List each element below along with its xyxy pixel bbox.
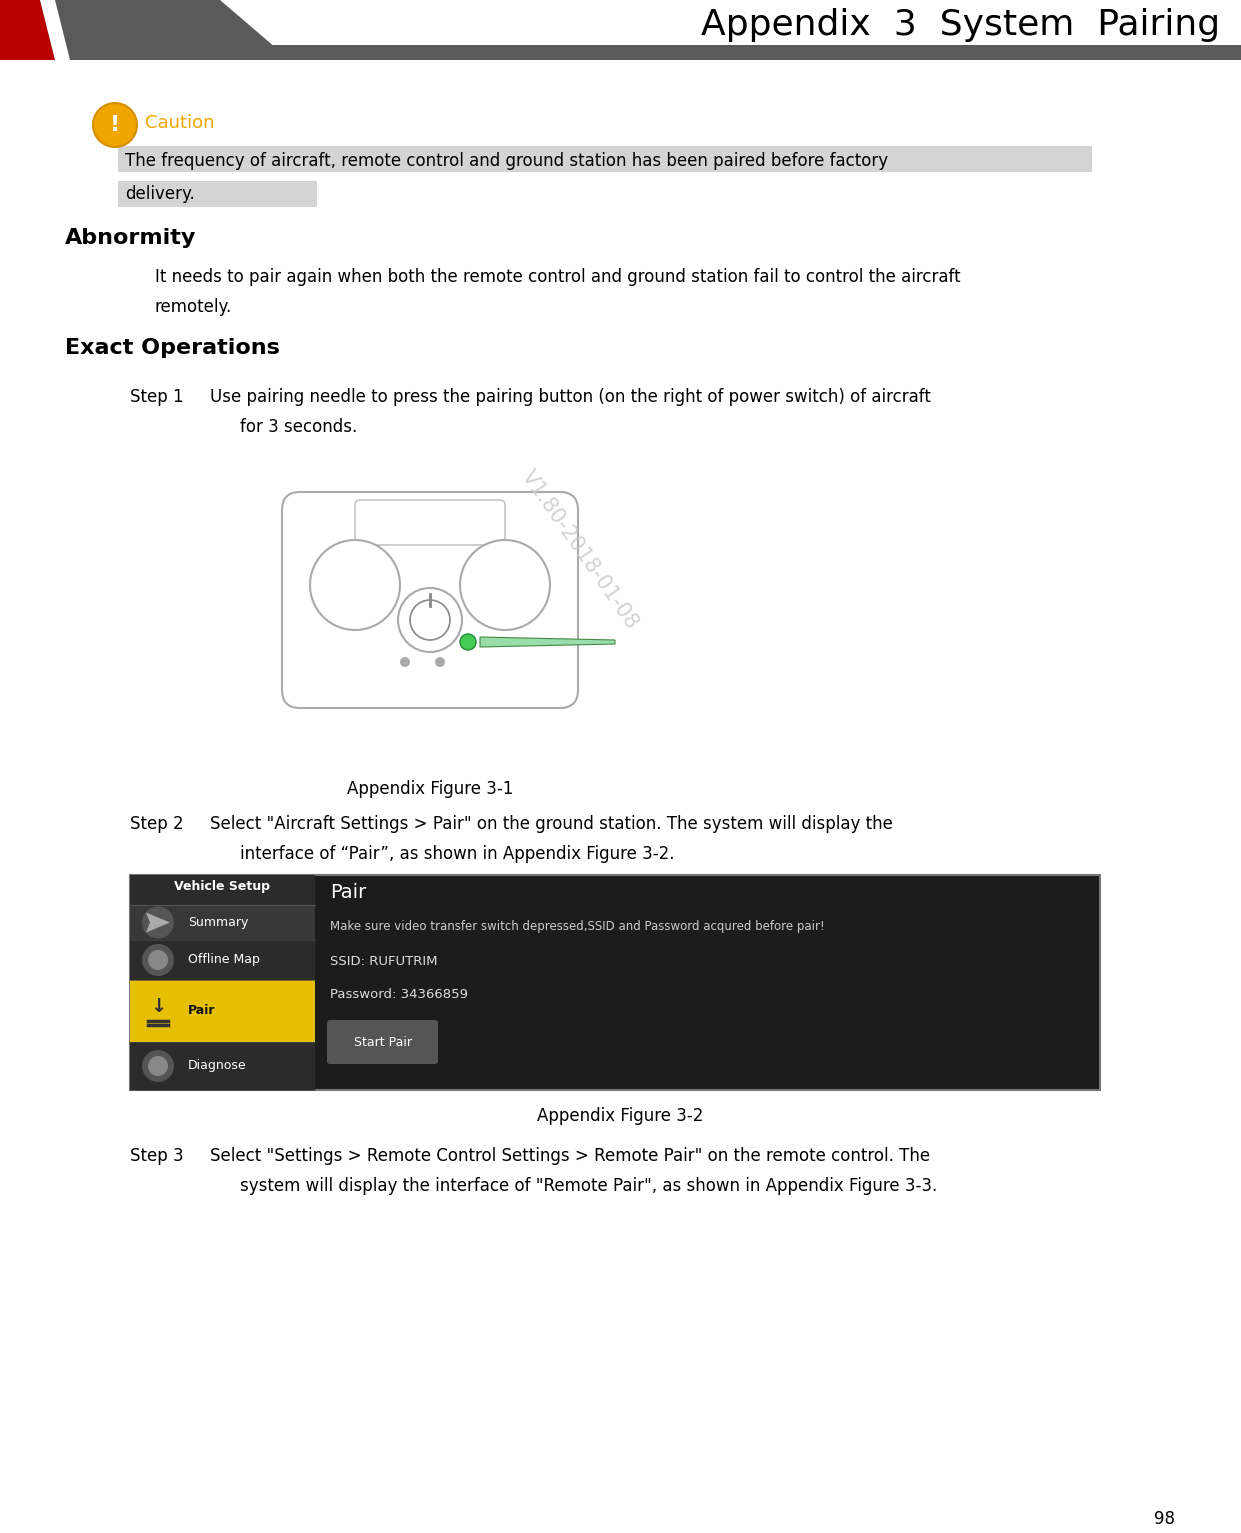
Text: The frequency of aircraft, remote control and ground station has been paired bef: The frequency of aircraft, remote contro… [125,152,889,170]
FancyBboxPatch shape [355,500,505,546]
Text: delivery.: delivery. [125,185,195,202]
Text: Summary: Summary [187,917,248,929]
Text: Appendix Figure 3-2: Appendix Figure 3-2 [537,1107,704,1125]
Text: Select "Settings > Remote Control Settings > Remote Pair" on the remote control.: Select "Settings > Remote Control Settin… [210,1147,930,1165]
Circle shape [460,540,550,630]
Circle shape [141,906,174,938]
Text: Password: 34366859: Password: 34366859 [330,987,468,1001]
Polygon shape [40,0,69,60]
Text: for 3 seconds.: for 3 seconds. [240,419,357,435]
FancyBboxPatch shape [130,940,315,980]
Text: Step 1: Step 1 [130,388,184,406]
FancyBboxPatch shape [130,875,315,1090]
Circle shape [398,589,462,652]
Text: Caution: Caution [145,113,215,132]
FancyBboxPatch shape [130,980,315,1042]
Text: !: ! [110,115,120,135]
Text: Exact Operations: Exact Operations [65,337,280,359]
Circle shape [400,658,410,667]
Text: Appendix Figure 3-1: Appendix Figure 3-1 [346,780,514,799]
Text: Pair: Pair [330,883,366,901]
Circle shape [148,1056,168,1076]
Text: SSID: RUFUTRIM: SSID: RUFUTRIM [330,955,438,967]
Polygon shape [146,912,170,932]
Text: V1.80-2018-01-08: V1.80-2018-01-08 [517,468,643,633]
FancyBboxPatch shape [0,44,1241,60]
Text: ↓: ↓ [150,996,166,1015]
Text: Abnormity: Abnormity [65,228,196,248]
FancyBboxPatch shape [282,492,578,708]
FancyBboxPatch shape [118,181,316,207]
Text: Start Pair: Start Pair [354,1035,412,1049]
FancyBboxPatch shape [130,1042,315,1090]
Text: Offline Map: Offline Map [187,954,259,966]
Text: Step 2: Step 2 [130,816,184,832]
Text: Make sure video transfer switch depressed,SSID and Password acqured before pair!: Make sure video transfer switch depresse… [330,920,824,934]
Polygon shape [0,0,290,60]
FancyBboxPatch shape [118,146,1092,172]
Circle shape [93,103,137,147]
Text: Pair: Pair [187,1004,216,1018]
Text: It needs to pair again when both the remote control and ground station fail to c: It needs to pair again when both the rem… [155,268,961,287]
Text: interface of “Pair”, as shown in Appendix Figure 3-2.: interface of “Pair”, as shown in Appendi… [240,845,675,863]
Circle shape [436,658,446,667]
Text: Diagnose: Diagnose [187,1059,247,1073]
FancyBboxPatch shape [130,904,315,940]
FancyBboxPatch shape [326,1019,438,1064]
Polygon shape [480,638,616,647]
Text: Vehicle Setup: Vehicle Setup [175,880,271,894]
Text: Select "Aircraft Settings > Pair" on the ground station. The system will display: Select "Aircraft Settings > Pair" on the… [210,816,892,832]
Text: 98: 98 [1154,1510,1175,1528]
Text: Appendix  3  System  Pairing: Appendix 3 System Pairing [701,8,1220,41]
Polygon shape [0,0,55,60]
Text: Use pairing needle to press the pairing button (on the right of power switch) of: Use pairing needle to press the pairing … [210,388,931,406]
FancyBboxPatch shape [130,875,1100,1090]
Text: remotely.: remotely. [155,297,232,316]
Text: system will display the interface of "Remote Pair", as shown in Appendix Figure : system will display the interface of "Re… [240,1177,937,1196]
Circle shape [460,635,477,650]
Circle shape [141,944,174,977]
Circle shape [141,1050,174,1082]
Circle shape [310,540,400,630]
Text: Step 3: Step 3 [130,1147,184,1165]
Circle shape [148,950,168,970]
